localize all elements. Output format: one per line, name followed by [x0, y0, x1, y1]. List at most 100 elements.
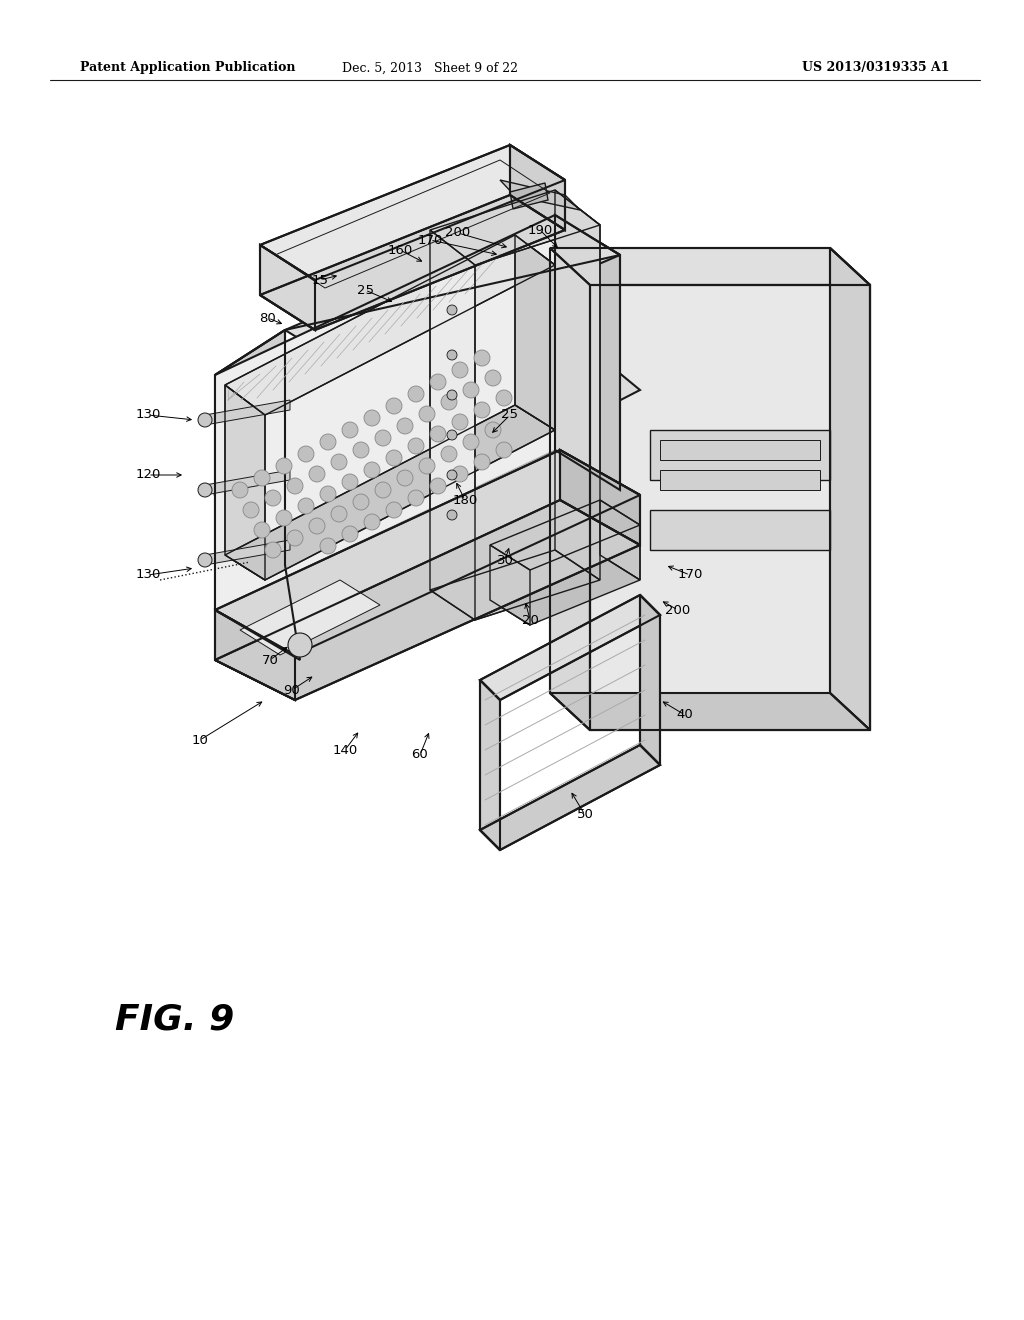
Circle shape [254, 521, 270, 539]
Polygon shape [480, 595, 660, 700]
Circle shape [364, 462, 380, 478]
Circle shape [198, 553, 212, 568]
Circle shape [419, 407, 435, 422]
Polygon shape [480, 680, 500, 850]
Polygon shape [430, 190, 600, 265]
Circle shape [452, 362, 468, 378]
Text: Dec. 5, 2013   Sheet 9 of 22: Dec. 5, 2013 Sheet 9 of 22 [342, 62, 518, 74]
Circle shape [463, 434, 479, 450]
Text: 160: 160 [387, 243, 413, 256]
Polygon shape [430, 550, 600, 620]
Polygon shape [490, 500, 640, 570]
Circle shape [441, 446, 457, 462]
Circle shape [441, 393, 457, 411]
Polygon shape [215, 500, 640, 700]
Circle shape [254, 470, 270, 486]
Text: 80: 80 [260, 312, 276, 325]
Circle shape [430, 426, 446, 442]
Text: 170: 170 [677, 569, 702, 582]
Polygon shape [240, 579, 380, 655]
Polygon shape [225, 405, 555, 579]
Circle shape [447, 430, 457, 440]
Circle shape [331, 454, 347, 470]
Polygon shape [550, 248, 590, 730]
Polygon shape [500, 180, 580, 210]
Polygon shape [490, 545, 530, 624]
Text: 30: 30 [497, 553, 513, 566]
Text: 25: 25 [502, 408, 518, 421]
Text: 20: 20 [521, 614, 539, 627]
Circle shape [331, 506, 347, 521]
Polygon shape [660, 470, 820, 490]
Circle shape [386, 502, 402, 517]
Polygon shape [600, 500, 640, 579]
Circle shape [276, 458, 292, 474]
Circle shape [447, 470, 457, 480]
Text: 10: 10 [191, 734, 209, 747]
Circle shape [452, 466, 468, 482]
Circle shape [447, 510, 457, 520]
Circle shape [386, 450, 402, 466]
Circle shape [309, 466, 325, 482]
Text: 25: 25 [356, 284, 374, 297]
Circle shape [474, 454, 490, 470]
Circle shape [397, 418, 413, 434]
Polygon shape [480, 744, 660, 850]
Circle shape [485, 370, 501, 385]
Text: 200: 200 [445, 227, 471, 239]
Polygon shape [215, 319, 640, 565]
Polygon shape [650, 430, 830, 480]
Polygon shape [550, 693, 870, 730]
Circle shape [496, 442, 512, 458]
Text: 60: 60 [412, 748, 428, 762]
Polygon shape [260, 246, 315, 330]
Circle shape [474, 403, 490, 418]
Circle shape [287, 531, 303, 546]
Circle shape [386, 399, 402, 414]
Circle shape [232, 482, 248, 498]
Text: FIG. 9: FIG. 9 [116, 1003, 234, 1038]
Circle shape [265, 543, 281, 558]
Circle shape [474, 350, 490, 366]
Circle shape [298, 446, 314, 462]
Polygon shape [490, 554, 640, 624]
Circle shape [309, 517, 325, 535]
Text: 120: 120 [135, 469, 161, 482]
Polygon shape [260, 145, 565, 280]
Circle shape [265, 490, 281, 506]
Circle shape [408, 385, 424, 403]
Circle shape [408, 490, 424, 506]
Text: 90: 90 [284, 684, 300, 697]
Polygon shape [830, 248, 870, 730]
Circle shape [496, 389, 512, 407]
Text: 180: 180 [453, 494, 477, 507]
Text: US 2013/0319335 A1: US 2013/0319335 A1 [803, 62, 950, 74]
Polygon shape [590, 285, 870, 730]
Polygon shape [215, 450, 640, 655]
Circle shape [375, 430, 391, 446]
Polygon shape [660, 440, 820, 459]
Polygon shape [515, 235, 555, 430]
Circle shape [288, 634, 312, 657]
Polygon shape [650, 510, 830, 550]
Polygon shape [285, 215, 620, 370]
Circle shape [463, 381, 479, 399]
Circle shape [243, 502, 259, 517]
Circle shape [375, 482, 391, 498]
Polygon shape [430, 230, 475, 620]
Circle shape [447, 389, 457, 400]
Polygon shape [510, 145, 565, 230]
Polygon shape [640, 595, 660, 766]
Text: 70: 70 [261, 653, 279, 667]
Circle shape [342, 525, 358, 543]
Circle shape [198, 413, 212, 426]
Circle shape [452, 414, 468, 430]
Circle shape [342, 422, 358, 438]
Polygon shape [215, 215, 555, 610]
Polygon shape [225, 385, 265, 579]
Polygon shape [550, 248, 870, 285]
Circle shape [319, 434, 336, 450]
Text: 130: 130 [135, 408, 161, 421]
Circle shape [397, 470, 413, 486]
Circle shape [447, 305, 457, 315]
